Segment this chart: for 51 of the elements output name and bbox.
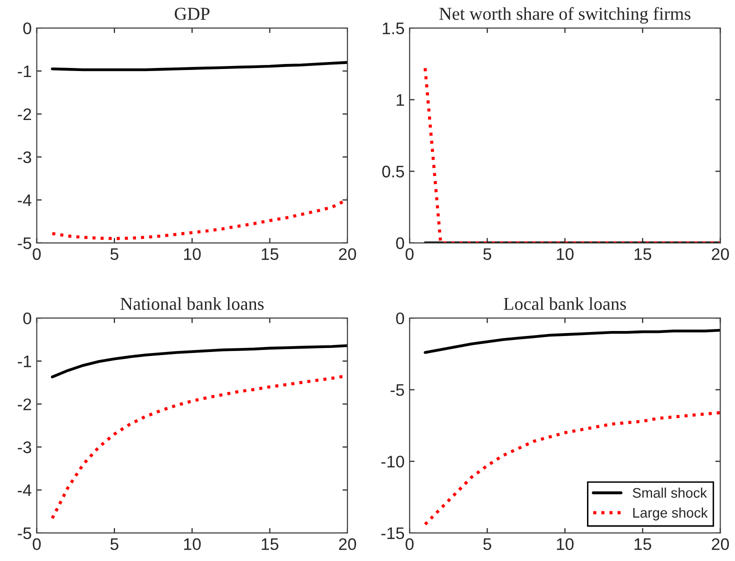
legend-label: Small shock <box>632 488 708 498</box>
x-tick-label: 15 <box>634 538 652 550</box>
y-tick-label: -3 <box>18 441 32 454</box>
x-tick-label: 15 <box>262 248 278 260</box>
y-tick-label: -4 <box>18 194 32 206</box>
y-tick-label: -2 <box>18 398 32 410</box>
y-tick-label: 0 <box>396 237 404 250</box>
legend-label: Large shock <box>633 508 708 520</box>
line-series <box>424 411 720 526</box>
y-tick-label: -4 <box>18 484 32 496</box>
chart-title: Local bank loans <box>504 297 626 310</box>
x-tick-label: 15 <box>262 538 278 550</box>
y-tick-label: -1 <box>18 66 32 78</box>
x-tick-label: 5 <box>110 538 118 550</box>
x-tick-label: 10 <box>556 538 574 550</box>
x-tick-label: 5 <box>483 248 492 260</box>
x-tick-label: 20 <box>712 538 729 550</box>
y-tick-label: -3 <box>18 151 32 164</box>
y-tick-label: -15 <box>381 528 404 540</box>
x-tick-label: 5 <box>110 248 118 260</box>
chart-title: Net worth share of switching firms <box>439 7 690 24</box>
x-tick-label: 0 <box>406 538 414 550</box>
y-tick-label: -2 <box>18 108 32 120</box>
line-series <box>424 328 720 354</box>
y-tick-label: 0.5 <box>382 166 404 178</box>
x-tick-label: 0 <box>32 538 41 550</box>
x-tick-label: 15 <box>634 248 652 260</box>
y-tick-label: -1 <box>18 356 32 368</box>
x-tick-label: 10 <box>556 248 574 260</box>
line-series <box>50 198 348 240</box>
x-tick-label: 10 <box>184 248 201 260</box>
chart-title: National bank loans <box>120 297 264 310</box>
x-tick-label: 20 <box>339 248 356 260</box>
x-tick-label: 0 <box>406 248 414 260</box>
x-tick-label: 0 <box>32 248 41 260</box>
y-tick-label: -5 <box>18 237 32 250</box>
x-tick-label: 20 <box>712 248 729 260</box>
y-tick-label: -10 <box>381 456 404 468</box>
y-tick-label: -5 <box>18 528 32 540</box>
x-tick-label: 5 <box>483 538 492 550</box>
y-tick-label: 1.5 <box>382 22 404 34</box>
y-tick-label: 1 <box>396 94 404 106</box>
line-series <box>50 344 348 378</box>
y-tick-label: 0 <box>23 312 32 324</box>
y-tick-label: 0 <box>23 22 32 34</box>
y-tick-label: 0 <box>396 312 404 324</box>
x-tick-label: 20 <box>339 538 356 550</box>
line-series <box>50 61 348 72</box>
y-tick-label: -5 <box>390 384 404 396</box>
chart-title: GDP <box>174 8 210 20</box>
x-tick-label: 10 <box>184 538 201 550</box>
